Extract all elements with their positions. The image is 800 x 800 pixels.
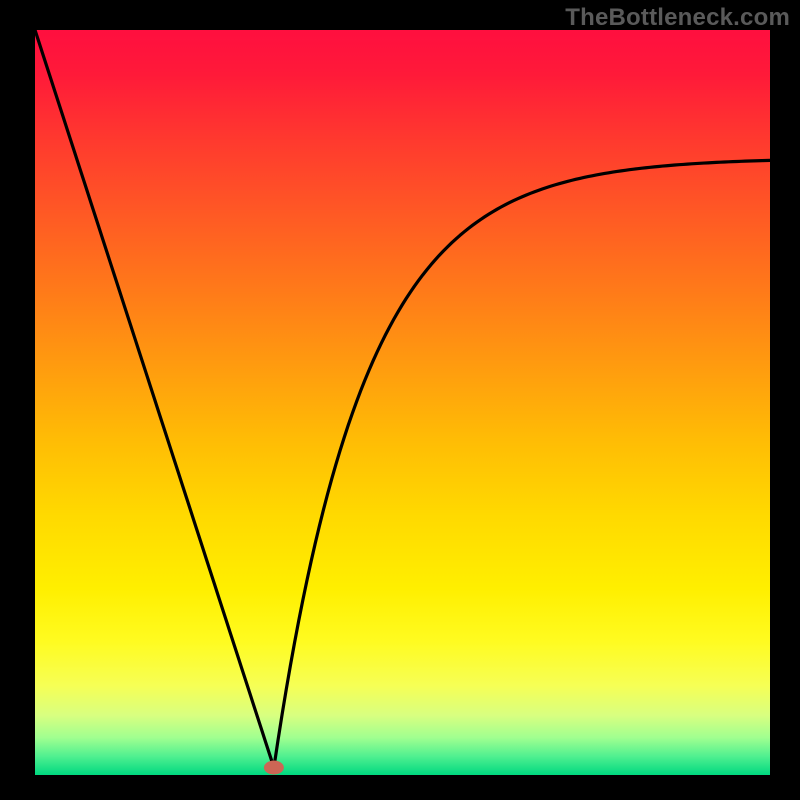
bottleneck-chart-svg	[0, 0, 800, 800]
chart-frame: TheBottleneck.com	[0, 0, 800, 800]
optimal-point-marker	[264, 761, 284, 775]
plot-area	[35, 30, 770, 775]
watermark-text: TheBottleneck.com	[565, 4, 790, 32]
